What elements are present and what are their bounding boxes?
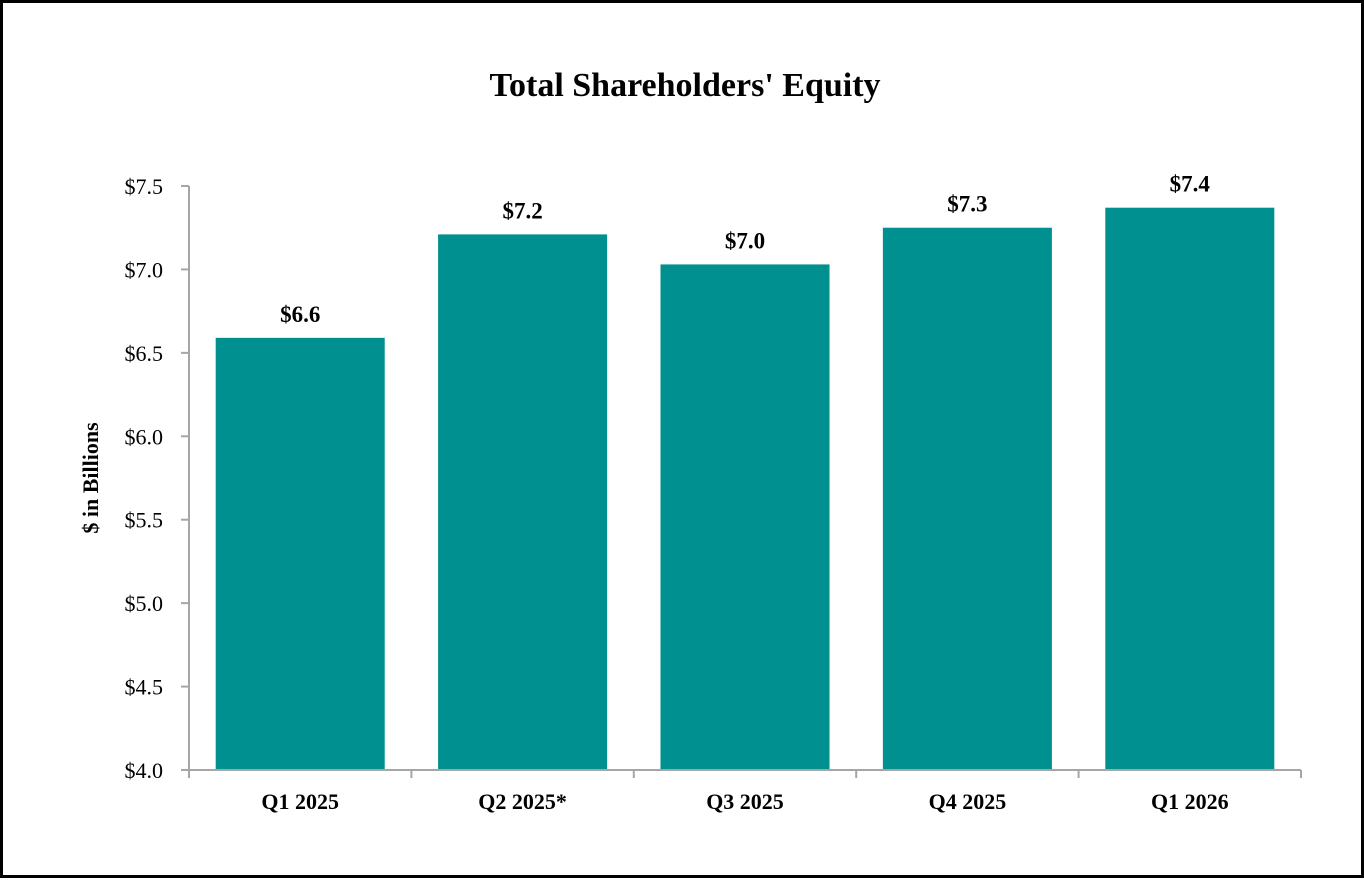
y-tick-label: $4.0	[125, 758, 164, 783]
bars	[215, 207, 1275, 771]
y-tick-label: $5.5	[125, 508, 164, 533]
y-axis-label: $ in Billions	[78, 422, 103, 534]
data-label: $7.2	[502, 198, 542, 223]
x-axis: Q1 2025 Q2 2025* Q3 2025 Q4 2025 Q1 2026	[188, 769, 1302, 814]
bar	[438, 234, 608, 771]
chart-title: Total Shareholders' Equity	[489, 67, 880, 104]
x-tick-label: Q1 2025	[261, 789, 339, 814]
bar	[1105, 207, 1275, 771]
y-axis: $4.0 $4.5 $5.0 $5.5 $6.0 $6.5 $7.0 $7.5	[125, 174, 190, 783]
y-tick-label: $5.0	[125, 591, 164, 616]
data-label: $7.4	[1170, 172, 1211, 197]
y-tick-label: $6.0	[125, 424, 164, 449]
bar-chart: Total Shareholders' Equity $ in Billions…	[78, 67, 1302, 814]
x-tick-label: Q3 2025	[706, 789, 784, 814]
data-label: $7.3	[947, 192, 987, 217]
bar	[215, 337, 385, 770]
y-tick-label: $7.0	[125, 257, 164, 282]
y-tick-label: $4.5	[125, 675, 164, 700]
data-label: $6.6	[280, 302, 320, 327]
x-tick-label: Q4 2025	[929, 789, 1007, 814]
data-labels: $6.6 $7.2 $7.0 $7.3 $7.4	[280, 172, 1210, 327]
bar	[882, 227, 1052, 770]
data-label: $7.0	[725, 228, 765, 253]
y-tick-label: $7.5	[125, 174, 164, 199]
x-tick-label: Q2 2025*	[478, 789, 567, 814]
y-tick-label: $6.5	[125, 341, 164, 366]
bar	[660, 264, 830, 770]
x-tick-label: Q1 2026	[1151, 789, 1229, 814]
